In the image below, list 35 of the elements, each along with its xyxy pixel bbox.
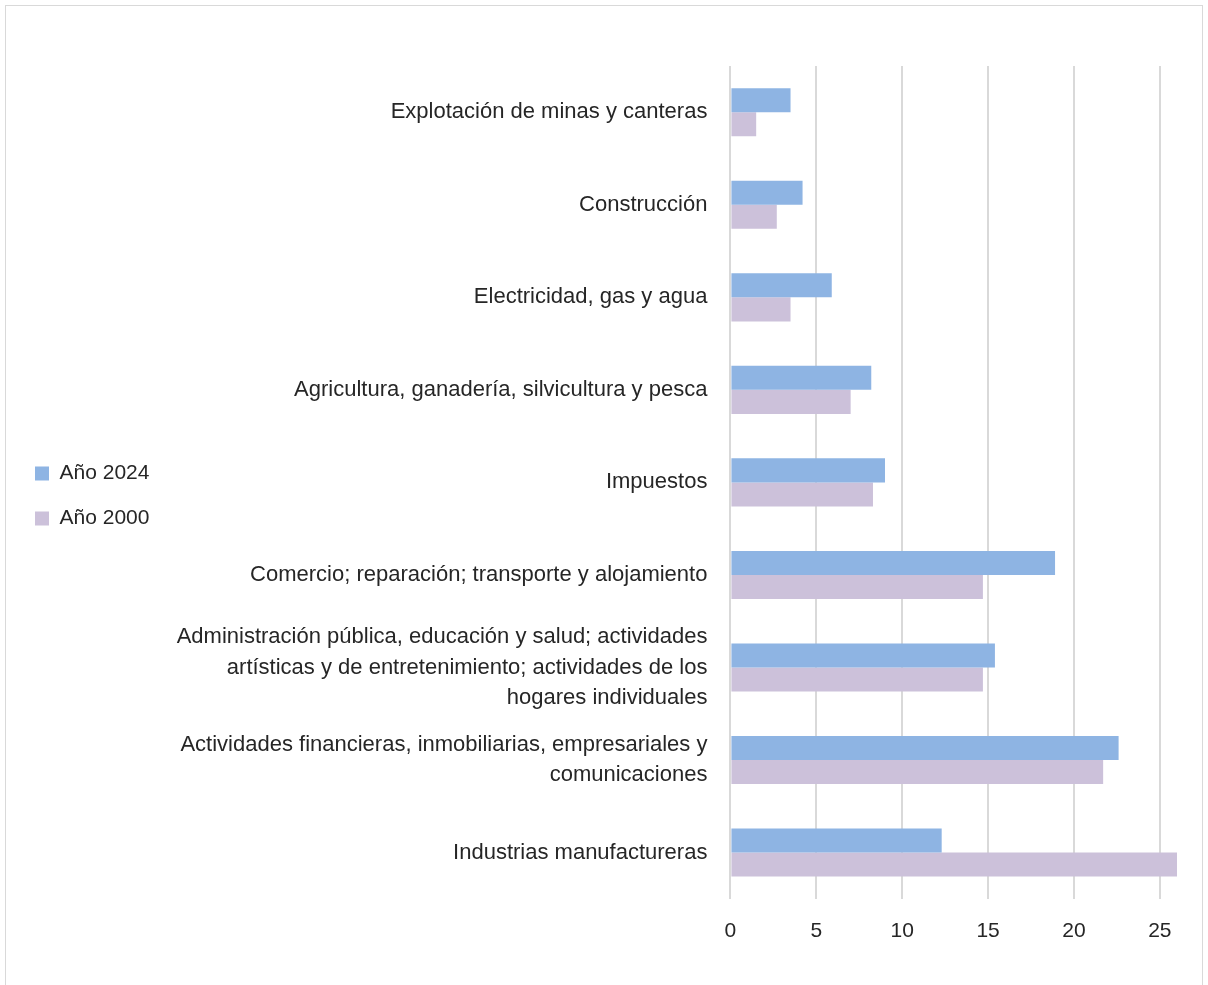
bar (731, 667, 983, 692)
x-tick-label: 20 (1062, 918, 1086, 942)
y-tick-label: Explotación de minas y canteras (390, 98, 708, 124)
bar (731, 643, 995, 668)
bar (731, 365, 872, 390)
y-tick-label: Comercio; reparación; transporte y alojamiento (250, 561, 708, 586)
x-tick-label: 10 (890, 918, 914, 942)
y-tick-label: Actividades financieras, inmobiliarias, empresariales y comunicaciones (180, 730, 708, 787)
bar (731, 297, 791, 322)
bar (731, 574, 983, 599)
x-tick-label: 25 (1148, 918, 1172, 942)
bar (731, 112, 757, 137)
x-tick-label: 15 (976, 918, 1000, 942)
y-tick-label: Industrias manufactureras (453, 838, 708, 864)
bar (731, 88, 791, 113)
y-tick-label: Construcción (579, 190, 708, 216)
y-tick-label: Impuestos (605, 468, 708, 494)
bar (731, 482, 873, 507)
legend-label: Año 2024 (59, 460, 150, 484)
bar (731, 458, 885, 483)
bar (731, 828, 942, 853)
x-tick-label: 0 (724, 918, 737, 942)
bar (731, 204, 777, 229)
bar (731, 180, 803, 205)
bar (731, 273, 832, 298)
bar (731, 550, 1056, 575)
bar (731, 852, 1177, 877)
y-tick-label: Agricultura, ganadería, silvicultura y pesca (294, 375, 709, 401)
bar (731, 760, 1104, 785)
y-tick-label: Administración pública, educación y salud; actividades artísticas y de entretenimiento; actividades de los hogares individuales (176, 623, 708, 709)
bar (731, 735, 1119, 760)
y-tick-label: Electricidad, gas y agua (473, 283, 709, 309)
legend-label: Año 2000 (59, 505, 150, 529)
bar (731, 389, 851, 414)
x-tick-label: 5 (810, 918, 823, 942)
